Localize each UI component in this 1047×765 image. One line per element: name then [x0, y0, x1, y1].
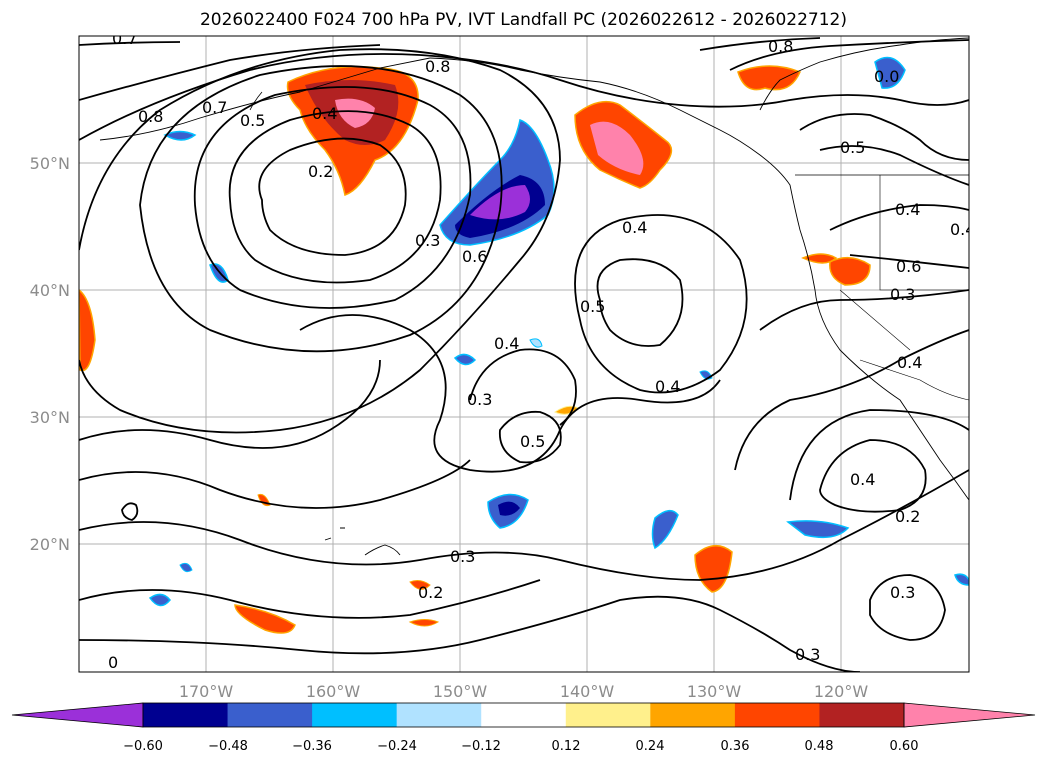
contour-label: 0.2	[308, 162, 333, 181]
colorbar-bin	[650, 703, 736, 727]
colorbar	[11, 702, 1036, 728]
contour-label: 0.4	[850, 470, 875, 489]
contour-label: 0.8	[138, 107, 163, 126]
contour-label: 0.3	[795, 645, 820, 664]
contour-label: 0.4	[895, 200, 920, 219]
pv-contours	[79, 37, 969, 672]
colorbar-tick-label: 0.48	[805, 739, 834, 754]
contour-label: 0.4	[622, 218, 647, 237]
lat-label: 30°N	[30, 408, 70, 427]
contour-label: 0.3	[415, 231, 440, 250]
colorbar-tick-label: 0.24	[636, 739, 665, 754]
lat-label: 40°N	[30, 281, 70, 300]
colorbar-bin	[734, 703, 820, 727]
contour-label: 0.4	[312, 104, 337, 123]
contour-label: 0.5	[240, 111, 265, 130]
map-frame	[78, 35, 970, 673]
contour-label: 0.5	[580, 297, 605, 316]
contour-label: 0.3	[890, 583, 915, 602]
lat-label: 50°N	[30, 154, 70, 173]
lon-label: 130°W	[687, 682, 742, 701]
contour-label: 0.3	[890, 285, 915, 304]
contour-label: 0.0	[874, 67, 899, 86]
coastlines	[99, 37, 969, 556]
contour-label: 0	[108, 653, 118, 672]
colorbar-bin	[481, 703, 567, 727]
lon-label: 140°W	[560, 682, 615, 701]
lat-label: 20°N	[30, 535, 70, 554]
colorbar-bin	[227, 703, 313, 727]
contour-label: 0.4	[950, 220, 975, 239]
contour-label: 0.8	[425, 57, 450, 76]
colorbar-tick-label: 0.12	[552, 739, 581, 754]
contour-label: 0.8	[768, 37, 793, 56]
colorbar-tick-label: 0.36	[721, 739, 750, 754]
contour-label: 0.5	[840, 138, 865, 157]
colorbar-bin	[396, 703, 482, 727]
contour-label: 0.4	[655, 377, 680, 396]
contour-label: 0.6	[462, 247, 487, 266]
contour-label: 0.4	[494, 334, 519, 353]
colorbar-extend-low	[11, 702, 144, 728]
longitude-labels: 170°W 160°W 150°W 140°W 130°W 120°W	[179, 682, 869, 701]
lon-label: 120°W	[814, 682, 869, 701]
contour-label: 0.7	[202, 98, 227, 117]
contour-label: 0.2	[418, 583, 443, 602]
lon-label: 160°W	[306, 682, 361, 701]
contour-label: 0.5	[520, 432, 545, 451]
colorbar-tick-label: −0.24	[377, 739, 417, 754]
colorbar-bin	[819, 703, 905, 727]
ivt-filled-regions	[79, 56, 969, 634]
map-title: 2026022400 F024 700 hPa PV, IVT Landfall…	[199, 10, 847, 30]
contour-label: 0.3	[450, 547, 475, 566]
colorbar-ticks: −0.60 −0.48 −0.36 −0.24 −0.12 0.12 0.24 …	[123, 739, 918, 754]
colorbar-bin	[565, 703, 651, 727]
contour-label: 0.2	[895, 507, 920, 526]
colorbar-frame	[142, 702, 905, 728]
colorbar-tick-label: −0.48	[208, 739, 248, 754]
latitude-labels: 50°N 40°N 30°N 20°N	[30, 154, 70, 554]
contour-label: 0.4	[897, 353, 922, 372]
colorbar-tick-label: −0.60	[123, 739, 163, 754]
contour-label: 0.3	[467, 390, 492, 409]
colorbar-tick-label: −0.36	[292, 739, 332, 754]
colorbar-bin	[312, 703, 398, 727]
contour-label: 0.7	[112, 29, 137, 48]
lon-label: 170°W	[179, 682, 234, 701]
colorbar-extend-high	[903, 702, 1036, 728]
contour-labels: 0.7 0.8 0.8 0.7 0.5 0.4 0.2 0.3 0.6 0.4 …	[108, 29, 975, 672]
lon-label: 150°W	[433, 682, 488, 701]
colorbar-bin	[143, 703, 229, 727]
colorbar-tick-label: −0.12	[461, 739, 501, 754]
contour-label: 0.6	[896, 257, 921, 276]
colorbar-tick-label: 0.60	[890, 739, 919, 754]
